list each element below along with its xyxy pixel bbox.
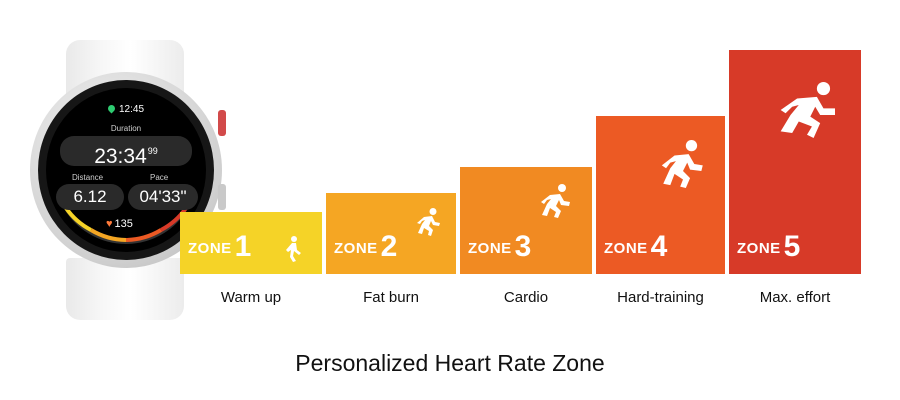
runner-icon xyxy=(541,184,570,218)
duration-main: 23:34 xyxy=(94,145,147,168)
watch-time: 12:45 xyxy=(46,103,206,115)
zone-1-label: Warm up xyxy=(220,289,282,306)
sprinter-icon xyxy=(780,82,835,138)
heart-icon: ♥ xyxy=(106,218,113,230)
heart-rate: ♥ 135 xyxy=(106,218,133,230)
zone-word: ZONE xyxy=(468,240,512,257)
zone-1-name: ZONE 1 xyxy=(188,230,251,264)
zone-word: ZONE xyxy=(334,240,378,257)
walker-icon xyxy=(286,236,301,262)
zone-3-block: ZONE 3 xyxy=(460,167,592,274)
pace-value: 04'33" xyxy=(128,184,198,210)
zone-word: ZONE xyxy=(737,240,781,257)
zone-number: 5 xyxy=(783,230,801,263)
zone-4-name: ZONE 4 xyxy=(604,230,667,264)
distance-value: 6.12 xyxy=(56,184,124,210)
page-title: Personalized Heart Rate Zone xyxy=(295,350,605,376)
watch-time-value: 12:45 xyxy=(118,104,145,115)
zone-1-block: ZONE 1 xyxy=(180,212,322,274)
watch-button-top xyxy=(218,110,226,136)
zone-2-block: ZONE 2 xyxy=(326,193,456,274)
duration-value: 23:3499 xyxy=(60,136,192,168)
pace-label: Pace xyxy=(150,173,169,182)
zone-3-label: Cardio xyxy=(503,289,549,306)
zone-number: 3 xyxy=(514,230,532,263)
zone-word: ZONE xyxy=(604,240,648,257)
heart-rate-value: 135 xyxy=(114,218,133,230)
zone-word: ZONE xyxy=(188,240,232,257)
zone-number: 4 xyxy=(650,230,668,263)
zone-2-label: Fat burn xyxy=(363,289,419,306)
zone-5-label: Max. effort xyxy=(759,289,831,306)
zone-3-name: ZONE 3 xyxy=(468,230,531,264)
zone-4-label: Hard-training xyxy=(617,289,704,306)
runner-icon xyxy=(661,140,703,188)
duration-hundredths: 99 xyxy=(147,146,158,156)
zone-5-block: ZONE 5 xyxy=(729,50,861,274)
zone-5-name: ZONE 5 xyxy=(737,230,800,264)
location-pin-icon xyxy=(106,103,117,114)
jogger-icon xyxy=(417,208,440,236)
watch-button-bottom xyxy=(218,184,226,210)
zone-2-name: ZONE 2 xyxy=(334,230,397,264)
zone-4-block: ZONE 4 xyxy=(596,116,725,274)
distance-label: Distance xyxy=(72,173,104,182)
watch-screen: 12:45 Duration 23:3499 Distance Pace 6.1… xyxy=(46,88,206,252)
zone-number: 1 xyxy=(234,230,252,263)
watch-strap-bottom xyxy=(66,258,184,320)
duration-label: Duration xyxy=(110,124,142,133)
smartwatch-image: 12:45 Duration 23:3499 Distance Pace 6.1… xyxy=(0,0,240,330)
zone-number: 2 xyxy=(380,230,398,263)
